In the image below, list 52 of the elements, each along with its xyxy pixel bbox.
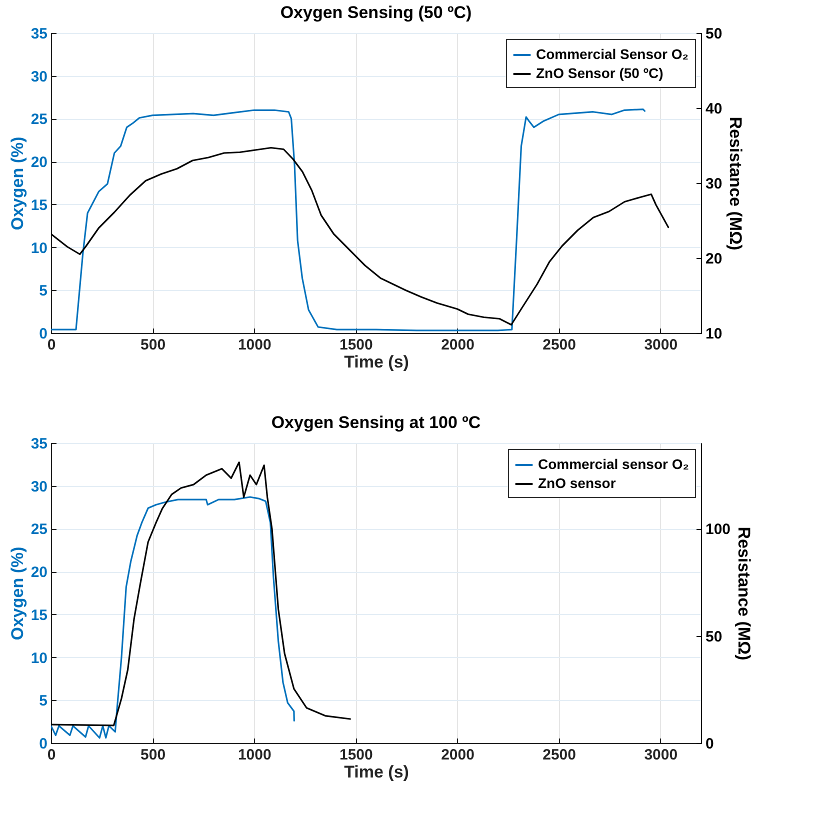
- x-tick-label: 1500: [340, 336, 373, 354]
- y-tick-label: 20: [30, 154, 48, 172]
- x-tick-label: 1000: [238, 336, 272, 354]
- y-tick-label: 30: [30, 68, 48, 86]
- line-series: [51, 108, 646, 332]
- x-axis-title: Time (s): [344, 352, 409, 372]
- legend-label: ZnO sensor: [538, 475, 616, 491]
- y-tick-label: 10: [30, 650, 48, 667]
- line-series: [51, 461, 352, 726]
- y2-tick-label: 40: [706, 100, 722, 118]
- chart-title: Oxygen Sensing at 100 ºC: [271, 413, 481, 432]
- y-tick-label: 25: [30, 521, 48, 538]
- y-tick-label: 15: [30, 606, 48, 624]
- y2-tick-label: 50: [706, 628, 722, 646]
- y-tick-label: 0: [39, 736, 48, 752]
- y-tick-label: 20: [30, 564, 48, 582]
- y2-axis-title: Resistance (MΩ): [734, 526, 754, 660]
- x-tick-label: 2500: [542, 336, 576, 354]
- legend-label: ZnO Sensor (50 ºC): [536, 65, 664, 81]
- x-tick-label: 1500: [340, 746, 373, 764]
- y-tick-label: 5: [39, 692, 48, 710]
- x-tick-label: 3000: [644, 746, 678, 764]
- y2-tick-label: 0: [706, 736, 714, 752]
- y-axis-title: Oxygen (%): [8, 136, 27, 230]
- y2-tick-label: 10: [706, 326, 722, 342]
- legend-label: Commercial Sensor O₂: [536, 46, 688, 62]
- x-tick-label: 1000: [238, 746, 272, 764]
- y-tick-label: 5: [39, 282, 48, 300]
- y-axis-title: Oxygen (%): [8, 546, 27, 640]
- y2-axis-title: Resistance (MΩ): [726, 116, 746, 250]
- y2-tick-label: 100: [706, 521, 731, 538]
- y-tick-label: 35: [30, 26, 48, 42]
- y-tick-label: 0: [39, 326, 48, 342]
- y-tick-label: 30: [30, 478, 48, 496]
- line-series: [51, 146, 670, 326]
- x-tick-label: 2000: [441, 336, 474, 354]
- y-tick-label: 10: [30, 240, 48, 257]
- x-axis-title: Time (s): [344, 762, 409, 782]
- x-tick-label: 500: [140, 336, 166, 354]
- x-tick-label: 2500: [542, 746, 576, 764]
- chart-title: Oxygen Sensing (50 ºC): [280, 3, 472, 22]
- legend-label: Commercial sensor O₂: [538, 456, 689, 472]
- y-tick-label: 25: [30, 111, 48, 128]
- y2-tick-label: 30: [706, 176, 722, 192]
- y-tick-label: 35: [30, 436, 48, 452]
- y2-tick-label: 50: [706, 26, 722, 42]
- x-tick-label: 3000: [644, 336, 678, 354]
- y-tick-label: 15: [30, 196, 48, 214]
- x-tick-label: 2000: [441, 746, 474, 764]
- y2-tick-label: 20: [706, 250, 722, 268]
- x-tick-label: 500: [140, 746, 166, 764]
- line-series: [51, 496, 295, 739]
